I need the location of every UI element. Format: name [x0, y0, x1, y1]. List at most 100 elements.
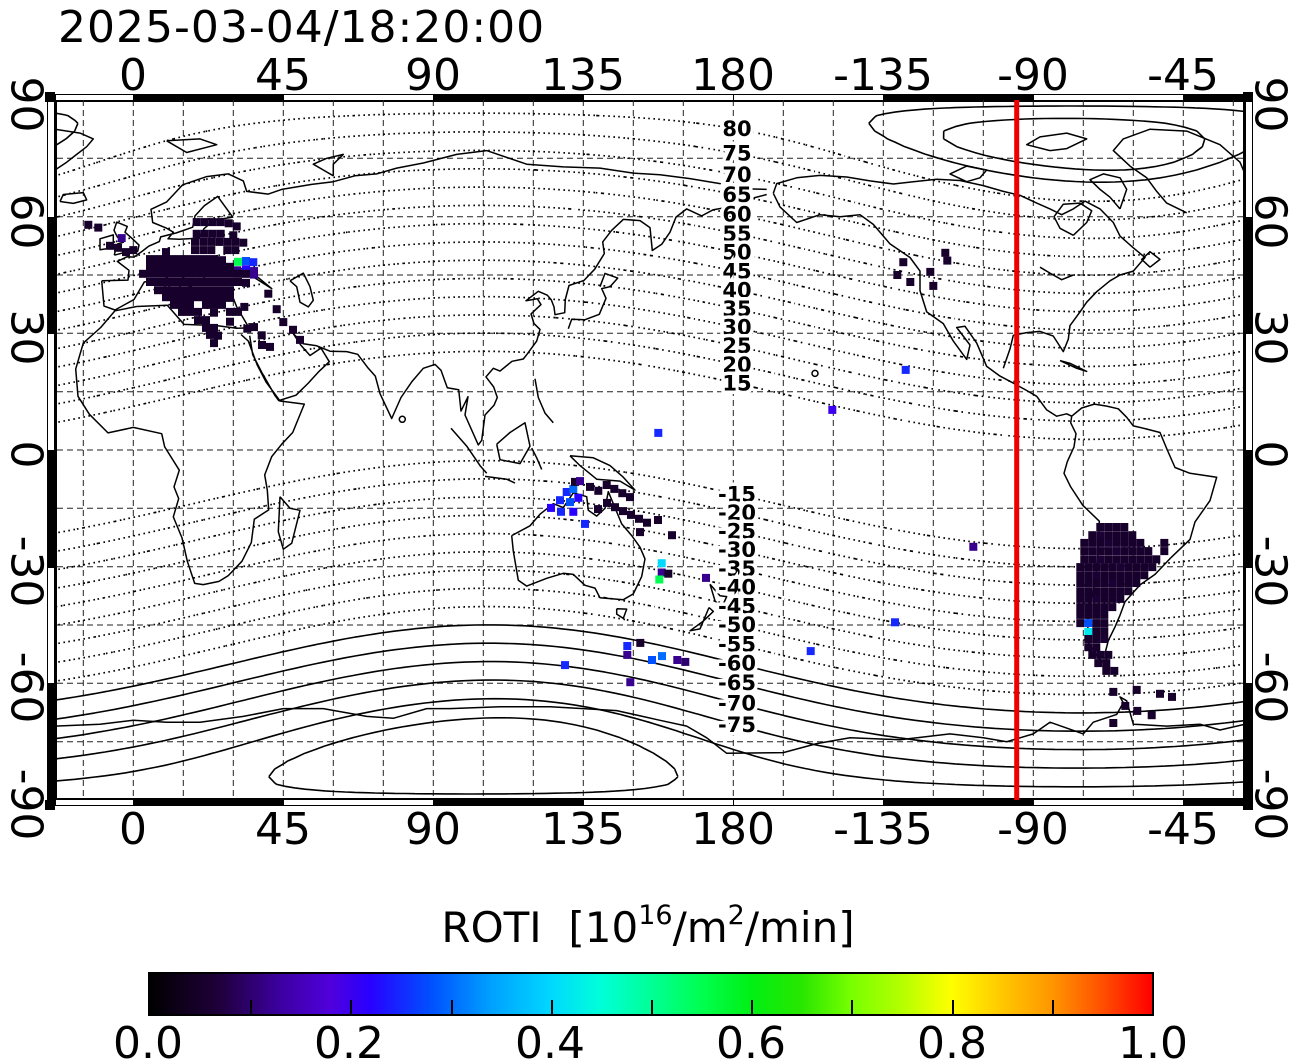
roti-point	[1096, 523, 1105, 531]
roti-point	[231, 246, 240, 255]
roti-point	[231, 237, 240, 246]
roti-point	[1084, 643, 1093, 652]
colorbar-minor-tick	[350, 1000, 353, 1014]
roti-point	[1108, 587, 1117, 596]
contour-label: 45	[722, 260, 751, 284]
roti-point	[249, 258, 258, 267]
roti-point	[1076, 587, 1085, 596]
roti-point	[623, 642, 632, 650]
roti-point	[1092, 619, 1101, 628]
roti-point	[556, 496, 564, 505]
roti-point	[1104, 531, 1113, 540]
roti-point	[576, 477, 584, 486]
axis-tick	[47, 567, 55, 568]
roti-point	[929, 281, 938, 290]
roti-point	[1100, 563, 1109, 572]
roti-point	[1100, 571, 1109, 580]
axis-tick	[47, 100, 55, 101]
roti-point	[1084, 579, 1093, 587]
roti-point	[1168, 692, 1176, 701]
roti-point	[941, 248, 950, 257]
frame-corner	[45, 92, 55, 102]
roti-point	[178, 278, 186, 286]
roti-point	[603, 498, 611, 507]
roti-point	[162, 293, 170, 302]
roti-point	[218, 269, 226, 278]
roti-point	[654, 516, 662, 524]
roti-point	[218, 286, 226, 295]
roti-point	[1092, 579, 1101, 587]
roti-point	[1084, 587, 1093, 596]
roti-point	[117, 234, 126, 243]
roti-point	[1076, 603, 1085, 612]
roti-point	[146, 269, 154, 278]
roti-point	[626, 678, 635, 687]
roti-point	[223, 246, 232, 255]
contour-label: 40	[722, 278, 751, 302]
roti-point	[226, 307, 234, 316]
roti-point	[1112, 523, 1121, 531]
roti-point	[1076, 579, 1085, 587]
roti-point	[242, 278, 250, 287]
axis-tick	[1245, 333, 1253, 334]
colorbar-tick-label: 0.2	[314, 1018, 384, 1064]
roti-point	[114, 243, 122, 252]
y-axis-tick-label-left: 60	[0, 193, 52, 250]
roti-point	[202, 316, 210, 325]
roti-point	[654, 428, 663, 437]
roti-point	[566, 498, 574, 507]
roti-point	[122, 248, 130, 257]
roti-point	[1144, 547, 1153, 556]
roti-point	[210, 293, 218, 302]
x-axis-tick-label-bottom: -135	[833, 804, 933, 855]
roti-point	[191, 246, 199, 255]
roti-point	[901, 365, 910, 374]
roti-point	[729, 351, 738, 360]
roti-point	[969, 542, 978, 551]
axis-tick	[1245, 800, 1253, 801]
roti-point	[208, 229, 217, 238]
roti-point	[226, 278, 234, 286]
contour-label: 35	[722, 297, 751, 321]
roti-point	[200, 229, 209, 238]
contour-label: -25	[718, 520, 756, 544]
roti-point	[926, 267, 935, 276]
roti-point	[226, 269, 234, 278]
roti-point	[186, 255, 194, 264]
contour-label: -40	[718, 576, 756, 600]
roti-point	[170, 278, 178, 286]
roti-point	[1116, 563, 1125, 572]
axis-tick	[47, 800, 55, 801]
x-axis-tick-label-bottom: -45	[1147, 804, 1219, 855]
roti-point	[655, 575, 664, 584]
axis-tick	[283, 798, 284, 806]
axis-tick	[883, 94, 884, 102]
roti-point	[240, 302, 249, 311]
roti-point	[1100, 603, 1109, 612]
roti-point	[1092, 594, 1101, 603]
roti-point	[226, 286, 234, 295]
roti-point	[224, 219, 233, 228]
roti-point	[1092, 610, 1101, 619]
contour-label: 50	[722, 241, 751, 265]
roti-point	[194, 286, 202, 295]
roti-point	[186, 278, 194, 286]
x-axis-tick-label-bottom: 90	[405, 804, 461, 855]
roti-point	[1100, 627, 1109, 636]
roti-point	[657, 568, 666, 577]
colorbar-tick-label: 0.0	[113, 1018, 183, 1064]
roti-point	[1108, 579, 1117, 587]
roti-point	[1112, 555, 1121, 564]
x-axis-tick-label-top: 90	[405, 50, 461, 101]
roti-point	[170, 286, 178, 295]
roti-point	[635, 514, 643, 523]
contour-label: 20	[722, 353, 751, 377]
roti-point	[206, 330, 214, 339]
roti-point	[1156, 689, 1164, 698]
axis-tick	[583, 798, 584, 806]
roti-point	[1088, 538, 1097, 547]
x-axis-tick-label-top: 45	[255, 50, 311, 101]
roti-point	[1076, 619, 1085, 628]
roti-point	[1140, 563, 1149, 572]
contour-label: -65	[718, 671, 756, 695]
